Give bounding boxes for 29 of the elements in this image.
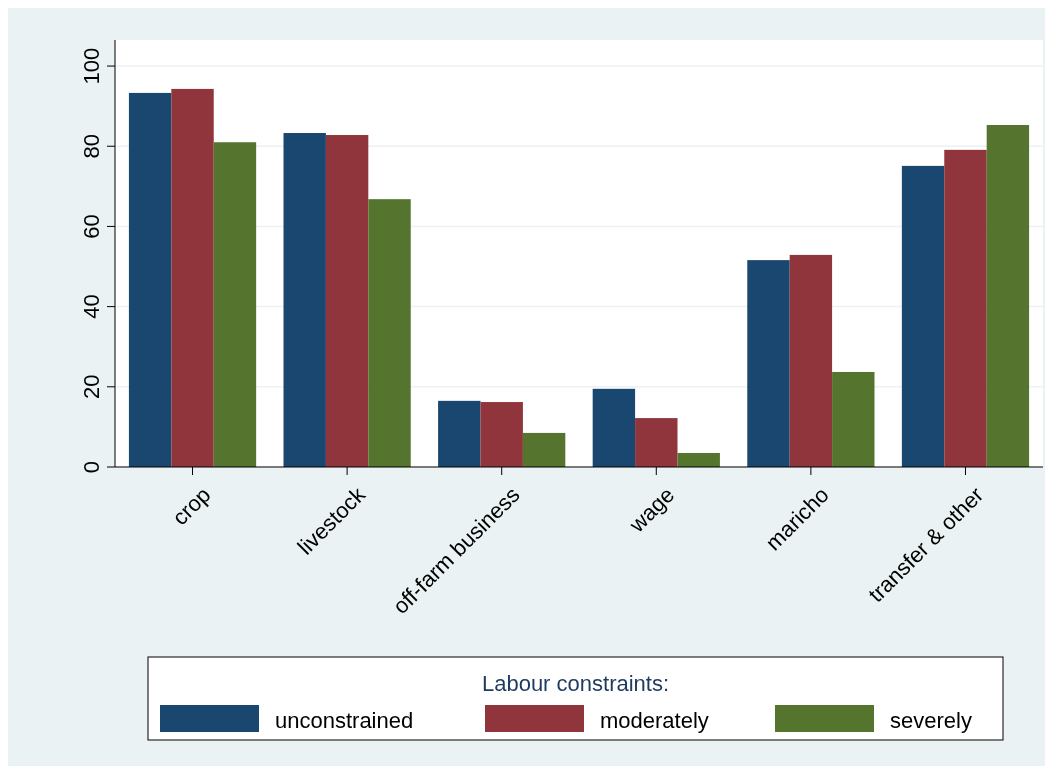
legend-label: severely [890, 708, 972, 733]
bar [944, 149, 987, 467]
legend-title: Labour constraints: [481, 671, 670, 696]
y-tick-label: 100 [79, 47, 104, 85]
y-tick-label: 20 [79, 374, 104, 400]
bar [171, 88, 214, 467]
legend-label: unconstrained [275, 708, 414, 733]
bar [213, 142, 257, 467]
bar [986, 125, 1030, 467]
y-tick-label: 0 [79, 460, 104, 474]
bar [522, 432, 566, 467]
y-tick-label: 40 [79, 294, 104, 319]
x-tick-label: crop [167, 482, 216, 531]
bar [635, 418, 678, 467]
bar [283, 133, 326, 467]
bar [368, 199, 411, 467]
bar [901, 165, 945, 467]
bar [592, 388, 636, 467]
bar [677, 452, 720, 467]
y-tick-label: 60 [79, 214, 104, 239]
bar [480, 402, 523, 467]
bar [325, 135, 369, 467]
bar [438, 400, 481, 467]
y-tick-label: 80 [79, 134, 104, 159]
bar [832, 371, 875, 467]
bar [128, 92, 172, 467]
bar [747, 260, 790, 467]
bar [789, 254, 833, 467]
legend-label: moderately [600, 708, 709, 733]
